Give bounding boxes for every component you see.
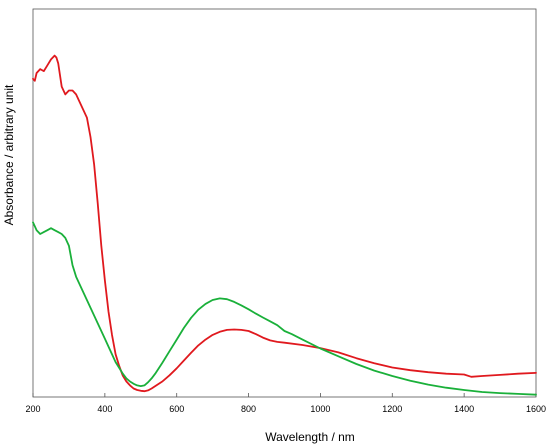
x-tick-label: 1000 [310,404,330,414]
x-axis-ticks: 200 400 600 800 1000 1200 1400 1600 [25,393,546,414]
x-tick-label: 800 [241,404,256,414]
series-line-1 [32,54,537,393]
x-tick-label: 1600 [526,404,546,414]
x-tick-label: 400 [97,404,112,414]
x-tick-label: 200 [25,404,40,414]
plot-frame [32,8,537,398]
x-tick-label: 1400 [454,404,474,414]
x-tick-label: 600 [169,404,184,414]
series-layer [32,54,537,396]
series-line-2 [32,221,537,396]
y-axis-title: Absorbance / arbitrary unit [2,84,16,225]
x-axis-title: Wavelength / nm [265,430,355,444]
x-tick-label: 1200 [382,404,402,414]
